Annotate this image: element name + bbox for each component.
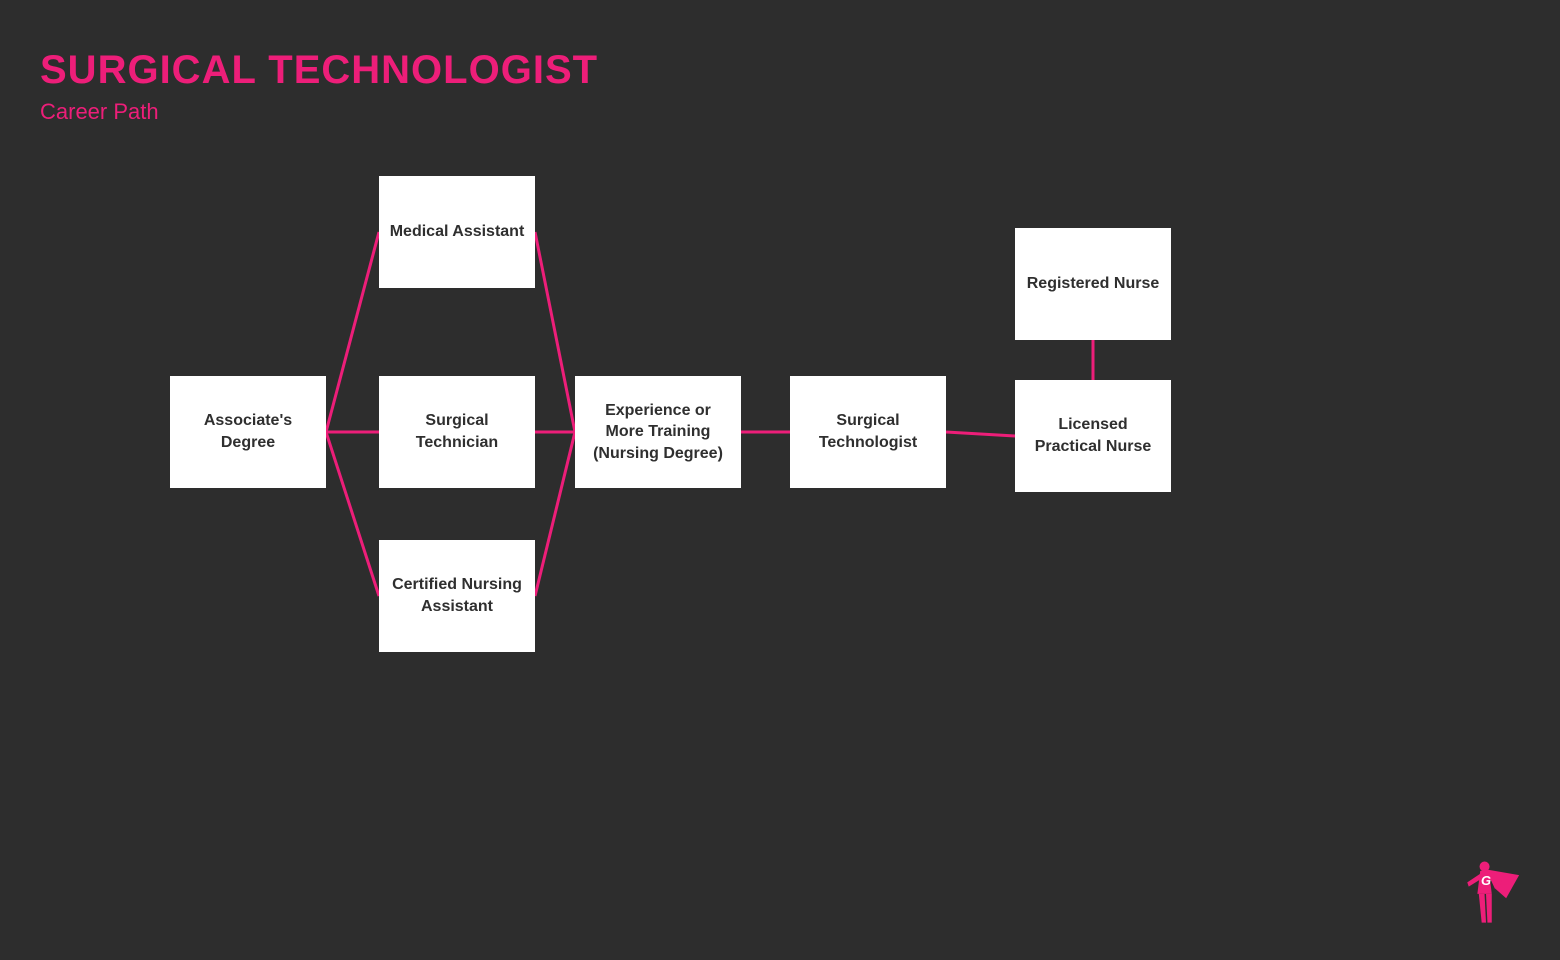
node-cna: Certified Nursing Assistant bbox=[379, 540, 535, 652]
node-stech: Surgical Technologist bbox=[790, 376, 946, 488]
logo-letter: G bbox=[1481, 873, 1491, 888]
hero-icon: G bbox=[1450, 855, 1522, 927]
node-ma: Medical Assistant bbox=[379, 176, 535, 288]
node-exp: Experience or More Training (Nursing Deg… bbox=[575, 376, 741, 488]
node-lpn: Licensed Practical Nurse bbox=[1015, 380, 1171, 492]
node-rn: Registered Nurse bbox=[1015, 228, 1171, 340]
node-associate: Associate's Degree bbox=[170, 376, 326, 488]
nodes-layer: Associate's Degree Medical Assistant Surgi… bbox=[0, 0, 1560, 960]
brand-logo: G bbox=[1450, 855, 1522, 932]
node-st: Surgical Technician bbox=[379, 376, 535, 488]
